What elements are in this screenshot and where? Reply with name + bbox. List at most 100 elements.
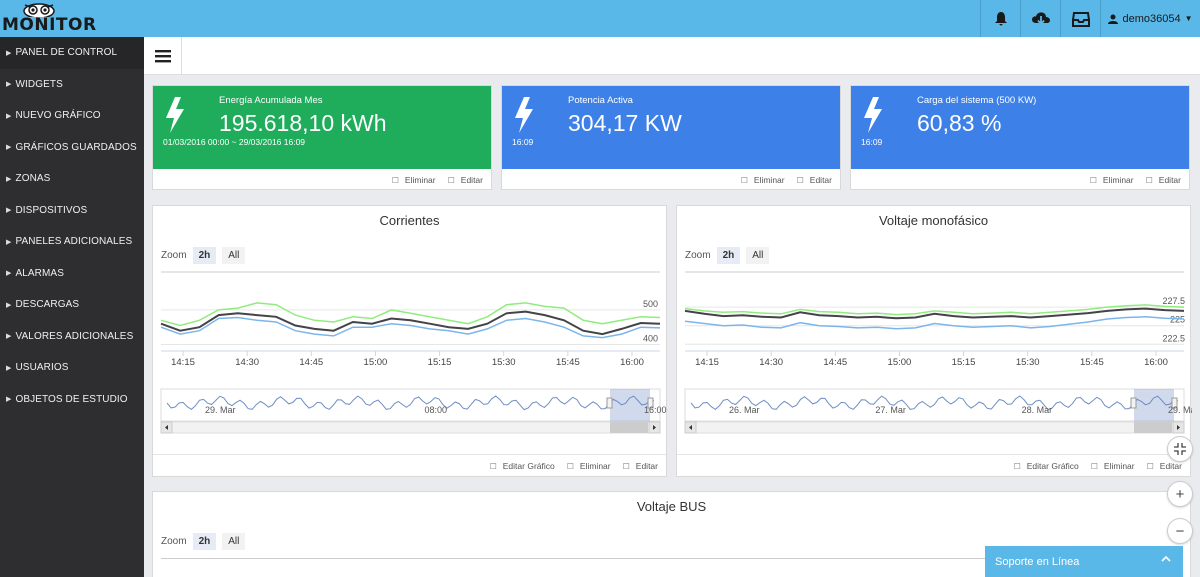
navigator-handle-right (1171, 397, 1178, 409)
kpi-potencia-activa: Potencia Activa 304,17 KW 16:09 Eliminar… (501, 85, 841, 190)
chart-title: Voltaje BUS (636, 499, 707, 514)
sidebar-item-zonas[interactable]: ▶ ZONAS (6, 173, 51, 185)
x-tick-label: 16:00 (1144, 357, 1168, 368)
kpi-date: 16:09 (861, 137, 883, 147)
sidebar-item-dispositivos[interactable]: ▶ DISPOSITIVOS (6, 204, 88, 216)
series-line (160, 310, 661, 336)
caret-right-icon: ▶ (6, 238, 12, 246)
caret-right-icon: ▶ (6, 396, 12, 404)
kpi-date: 01/03/2016 00:00 ~ 29/03/2016 16:09 (163, 137, 306, 147)
notifications-button[interactable] (980, 0, 1020, 37)
sidebar-item-widgets[interactable]: ▶ WIDGETS (6, 78, 63, 90)
edit-button[interactable]: Editar (1147, 461, 1182, 471)
navigator-label: 29. Mar (205, 405, 236, 415)
user-icon (1108, 14, 1119, 24)
kpi-label: Potencia Activa (568, 95, 633, 106)
x-tick-label: 14:45 (299, 357, 323, 368)
hamburger-icon (154, 50, 171, 63)
chart-gridline (161, 558, 1182, 559)
logo-text: MONITOR (2, 15, 97, 35)
x-tick-label: 14:15 (171, 357, 195, 368)
series-line (160, 316, 661, 339)
zoom-2h-button[interactable]: 2h (192, 247, 217, 264)
owl-logo-icon (23, 3, 55, 17)
edit-button[interactable]: Editar (797, 175, 832, 185)
content-header (144, 37, 1200, 75)
chart-panel-voltaje-monofasico: Voltaje monofásico Zoom 2h All 222.5 225 2… (676, 205, 1192, 477)
sidebar-item-nuevo-grafico[interactable]: ▶ NUEVO GRÁFICO (6, 110, 101, 122)
sidebar-item-objetos-de-estudio[interactable]: ▶ OBJETOS DE ESTUDIO (6, 393, 128, 405)
navigator-label: 29. Mar (1168, 405, 1192, 415)
menu-toggle-button[interactable] (144, 37, 182, 75)
x-tick-label: 15:00 (888, 357, 912, 368)
edit-chart-button[interactable]: Editar Gráfico (490, 461, 555, 471)
sidebar-item-usuarios[interactable]: ▶ USUARIOS (6, 362, 69, 374)
delete-button[interactable]: Eliminar (741, 175, 785, 185)
download-button[interactable] (1020, 0, 1060, 37)
kpi-value: 304,17 KW (568, 110, 682, 136)
user-name: demo36054 (1122, 12, 1181, 25)
x-tick-label: 15:30 (1016, 357, 1040, 368)
scrollbar-thumb (1134, 422, 1172, 433)
edit-button[interactable]: Editar (1146, 175, 1181, 185)
delete-button[interactable]: Eliminar (392, 175, 436, 185)
scroll-right-icon (653, 425, 656, 430)
line-chart[interactable]: 222.5 225 227.5 14:15 14:30 14:45 15:00 15:15 15… (677, 206, 1192, 456)
sidebar-item-panel-de-control[interactable]: ▶ PANEL DE CONTROL (0, 37, 144, 69)
line-chart[interactable]: 400 500 14:15 14:30 14:45 15:00 15:15 15:30 15:4… (153, 206, 668, 456)
caret-right-icon: ▶ (6, 364, 12, 372)
zoom-2h-button[interactable]: 2h (716, 247, 741, 264)
sidebar: ▶ PANEL DE CONTROL ▶ WIDGETS ▶ NUEVO GRÁFIC… (0, 37, 144, 577)
lightning-icon (515, 97, 533, 133)
navigator-handle-left (606, 397, 613, 409)
series-line (160, 302, 661, 327)
caret-right-icon: ▶ (6, 144, 12, 152)
user-menu[interactable]: demo36054 ▼ (1100, 0, 1200, 37)
x-tick-label: 14:15 (695, 357, 719, 368)
caret-right-icon: ▶ (6, 301, 12, 309)
chart-panel-corrientes: Corrientes Zoom 2h All 400 500 14:15 14:30 1… (152, 205, 667, 477)
inbox-button[interactable] (1060, 0, 1100, 37)
y-tick-label: 400 (643, 334, 658, 344)
scrollbar-track (684, 421, 1185, 434)
zoom-all-button[interactable]: All (746, 247, 770, 264)
chart-title: Corrientes (379, 213, 440, 228)
kpi-label: Carga del sistema (500 KW) (917, 95, 1037, 106)
scroll-left-icon (689, 425, 692, 430)
x-tick-label: 15:00 (364, 357, 388, 368)
sidebar-item-paneles-adicionales[interactable]: ▶ PANELES ADICIONALES (6, 236, 133, 248)
edit-chart-button[interactable]: Editar Gráfico (1014, 461, 1079, 471)
kpi-carga-sistema: Carga del sistema (500 KW) 60,83 % 16:09… (850, 85, 1190, 190)
sidebar-item-alarmas[interactable]: ▶ ALARMAS (6, 267, 64, 279)
sidebar-item-graficos-guardados[interactable]: ▶ GRÁFICOS GUARDADOS (6, 141, 137, 153)
sidebar-item-valores-adicionales[interactable]: ▶ VALORES ADICIONALES (6, 330, 134, 342)
scrollbar-thumb (610, 422, 648, 433)
sidebar-item-descargas[interactable]: ▶ DESCARGAS (6, 299, 80, 311)
chart-title: Voltaje monofásico (878, 213, 989, 228)
navigator-label: 16:00 (644, 405, 667, 415)
zoom-all-button[interactable]: All (222, 533, 246, 550)
zoom-label: Zoom (685, 250, 711, 261)
delete-button[interactable]: Eliminar (567, 461, 611, 471)
zoom-in-button[interactable]: + (1167, 481, 1193, 507)
caret-right-icon: ▶ (6, 81, 12, 89)
edit-button[interactable]: Editar (448, 175, 483, 185)
delete-button[interactable]: Eliminar (1091, 461, 1135, 471)
zoom-out-button[interactable]: − (1167, 518, 1193, 544)
series-line (684, 304, 1185, 316)
chart-panel-voltaje-bus: Voltaje BUS Zoom 2h All (152, 491, 1191, 577)
support-chat-button[interactable]: Soporte en Línea (985, 546, 1183, 577)
kpi-date: 16:09 (512, 137, 534, 147)
logo[interactable]: MONITOR (0, 0, 144, 37)
zoom-all-button[interactable]: All (222, 247, 246, 264)
collapse-button[interactable] (1167, 436, 1193, 462)
zoom-2h-button[interactable]: 2h (192, 533, 217, 550)
kpi-value: 195.618,10 kWh (219, 110, 387, 136)
delete-button[interactable]: Eliminar (1090, 175, 1134, 185)
edit-button[interactable]: Editar (623, 461, 658, 471)
cloud-download-icon (1031, 11, 1050, 25)
minus-icon: − (1175, 522, 1185, 540)
navigator-label: 28. Mar (1022, 405, 1053, 415)
x-tick-label: 15:45 (556, 357, 580, 368)
x-tick-label: 16:00 (620, 357, 644, 368)
